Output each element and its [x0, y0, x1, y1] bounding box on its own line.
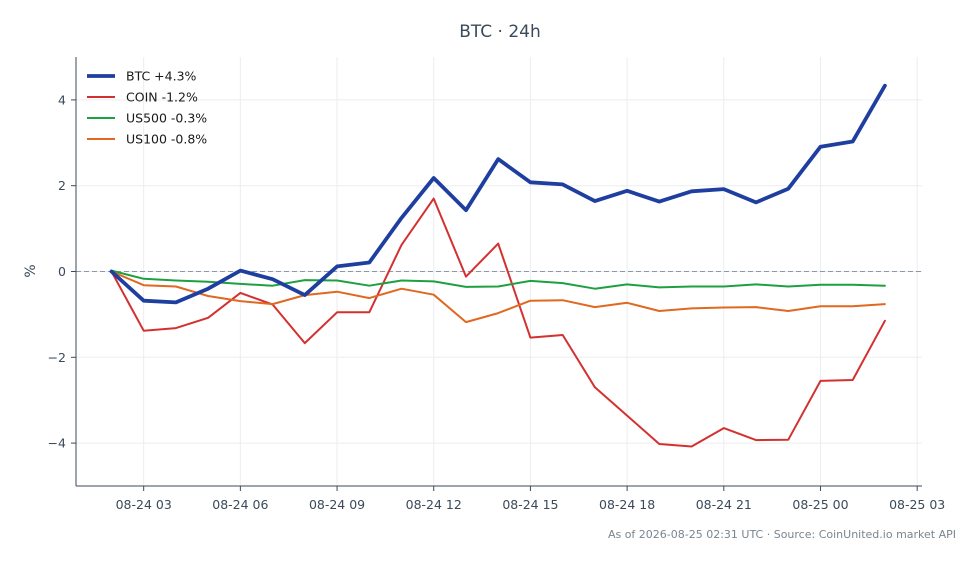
series-line-us500 — [110, 269, 886, 290]
legend-label-us100: US100 -0.8% — [126, 132, 207, 147]
x-tick-label: 08-25 00 — [792, 497, 848, 512]
x-tick-label: 08-24 15 — [502, 497, 558, 512]
y-axis-label: % — [23, 264, 39, 277]
source-footnote: As of 2026-08-25 02:31 UTC · Source: Coi… — [608, 528, 956, 541]
legend-label-coin: COIN -1.2% — [126, 90, 198, 105]
x-tick-label: 08-24 06 — [212, 497, 268, 512]
y-tick-label: −2 — [48, 350, 66, 365]
y-tick-label: 0 — [58, 264, 66, 279]
x-tick-label: 08-25 03 — [889, 497, 945, 512]
y-tick-label: 2 — [58, 178, 66, 193]
x-tick-label: 08-24 09 — [309, 497, 365, 512]
x-tick-label: 08-24 21 — [696, 497, 752, 512]
x-tick-label: 08-24 12 — [406, 497, 462, 512]
legend-label-us500: US500 -0.3% — [126, 111, 207, 126]
y-tick-label: −4 — [48, 436, 66, 451]
series-line-us100 — [110, 270, 886, 324]
legend: BTC +4.3% COIN -1.2% US500 -0.3% US100 -0.8… — [87, 69, 207, 147]
chart-title: BTC · 24h — [459, 22, 541, 42]
x-tick-label: 08-24 03 — [116, 497, 172, 512]
axis-ticks: 08-24 03 08-24 06 08-24 09 08-24 12 08-24 15… — [48, 92, 946, 512]
series-line-btc — [109, 83, 887, 305]
series-lines — [109, 83, 887, 448]
legend-label-btc: BTC +4.3% — [126, 69, 197, 84]
x-tick-label: 08-24 18 — [599, 497, 655, 512]
y-tick-label: 4 — [58, 92, 66, 107]
series-line-coin — [110, 197, 886, 448]
